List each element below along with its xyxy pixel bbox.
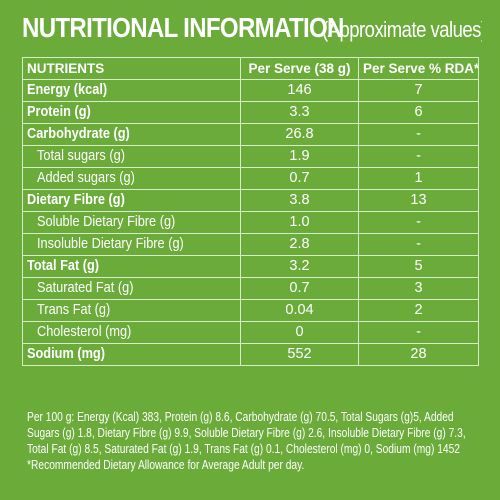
page-title: NUTRITIONAL INFORMATION <box>22 12 344 43</box>
table-row: Soluble Dietary Fibre (g) 1.0 - <box>22 211 479 234</box>
per-serve-value: 0.04 <box>240 299 359 322</box>
table-row: Saturated Fat (g) 0.7 3 <box>22 277 479 300</box>
table-row: Trans Fat (g) 0.04 2 <box>22 299 479 322</box>
heading: NUTRITIONAL INFORMATION (Approximate val… <box>22 12 482 50</box>
column-header-nutrients: NUTRIENTS <box>22 57 241 80</box>
rda-value: 1 <box>358 167 479 190</box>
rda-value: 3 <box>358 277 479 300</box>
per-serve-value: 3.3 <box>240 101 359 124</box>
nutrient-name: Total sugars (g) <box>37 148 125 164</box>
per-100g-line-2: Sugars (g) 1.8, Dietary Fibre (g) 9.9, S… <box>27 425 466 440</box>
rda-value: 7 <box>358 79 479 102</box>
rda-value: 5 <box>358 255 479 278</box>
nutrient-name: Soluble Dietary Fibre (g) <box>37 214 176 230</box>
nutrient-name: Sodium (mg) <box>27 346 105 362</box>
nutrition-table: NUTRIENTS Per Serve (38 g) Per Serve % R… <box>22 57 479 366</box>
footnote: Per 100 g: Energy (Kcal) 383, Protein (g… <box>27 409 477 473</box>
rda-value: 13 <box>358 189 479 212</box>
per-serve-value: 0 <box>240 321 359 344</box>
table-row: Sodium (mg) 552 28 <box>22 343 479 366</box>
table-row: Added sugars (g) 0.7 1 <box>22 167 479 190</box>
table-row: Cholesterol (mg) 0 - <box>22 321 479 344</box>
per-100g-line-1: Per 100 g: Energy (Kcal) 383, Protein (g… <box>27 409 454 424</box>
nutrient-name: Trans Fat (g) <box>37 302 111 318</box>
per-serve-value: 2.8 <box>240 233 359 256</box>
per-serve-value: 0.7 <box>240 167 359 190</box>
table-header-row: NUTRIENTS Per Serve (38 g) Per Serve % R… <box>22 57 479 80</box>
table-row: Dietary Fibre (g) 3.8 13 <box>22 189 479 212</box>
per-serve-value: 0.7 <box>240 277 359 300</box>
nutrient-name: Dietary Fibre (g) <box>27 192 125 208</box>
per-100g-line-3: Total Fat (g) 8.5, Saturated Fat (g) 1.9… <box>27 441 460 456</box>
table-row: Insoluble Dietary Fibre (g) 2.8 - <box>22 233 479 256</box>
nutrient-name: Protein (g) <box>27 104 91 120</box>
page-subtitle: (Approximate values) <box>322 17 482 42</box>
column-header-per-serve: Per Serve (38 g) <box>240 57 359 80</box>
per-serve-value: 552 <box>240 343 359 366</box>
rda-value: - <box>358 233 479 256</box>
rda-value: - <box>358 321 479 344</box>
nutrient-name: Insoluble Dietary Fibre (g) <box>37 236 184 252</box>
nutrient-name: Added sugars (g) <box>37 170 135 186</box>
table-row: Protein (g) 3.3 6 <box>22 101 479 124</box>
table-row: Energy (kcal) 146 7 <box>22 79 479 102</box>
nutrient-name: Total Fat (g) <box>27 258 100 274</box>
per-serve-value: 1.0 <box>240 211 359 234</box>
table-row: Total Fat (g) 3.2 5 <box>22 255 479 278</box>
per-serve-value: 1.9 <box>240 145 359 168</box>
table-row: Total sugars (g) 1.9 - <box>22 145 479 168</box>
rda-value: 2 <box>358 299 479 322</box>
table-row: Carbohydrate (g) 26.8 - <box>22 123 479 146</box>
nutrient-name: Carbohydrate (g) <box>27 126 130 142</box>
per-serve-value: 3.2 <box>240 255 359 278</box>
per-serve-value: 146 <box>240 79 359 102</box>
per-serve-value: 3.8 <box>240 189 359 212</box>
per-serve-value: 26.8 <box>240 123 359 146</box>
nutrient-name: Cholesterol (mg) <box>37 324 132 340</box>
nutrient-name: Saturated Fat (g) <box>37 280 134 296</box>
nutrient-name: Energy (kcal) <box>27 82 108 98</box>
rda-value: - <box>358 145 479 168</box>
rda-footnote: *Recommended Dietary Allowance for Avera… <box>27 457 305 472</box>
rda-value: 28 <box>358 343 479 366</box>
rda-value: 6 <box>358 101 479 124</box>
column-header-rda: Per Serve % RDA* <box>358 57 479 80</box>
rda-value: - <box>358 211 479 234</box>
rda-value: - <box>358 123 479 146</box>
